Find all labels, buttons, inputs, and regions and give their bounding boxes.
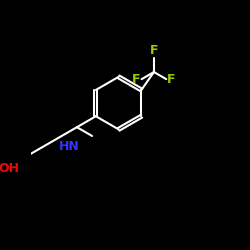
Text: F: F [167, 73, 176, 86]
Text: OH: OH [0, 162, 19, 175]
Text: HN: HN [59, 140, 80, 153]
Text: F: F [150, 44, 158, 57]
Text: F: F [132, 73, 140, 86]
